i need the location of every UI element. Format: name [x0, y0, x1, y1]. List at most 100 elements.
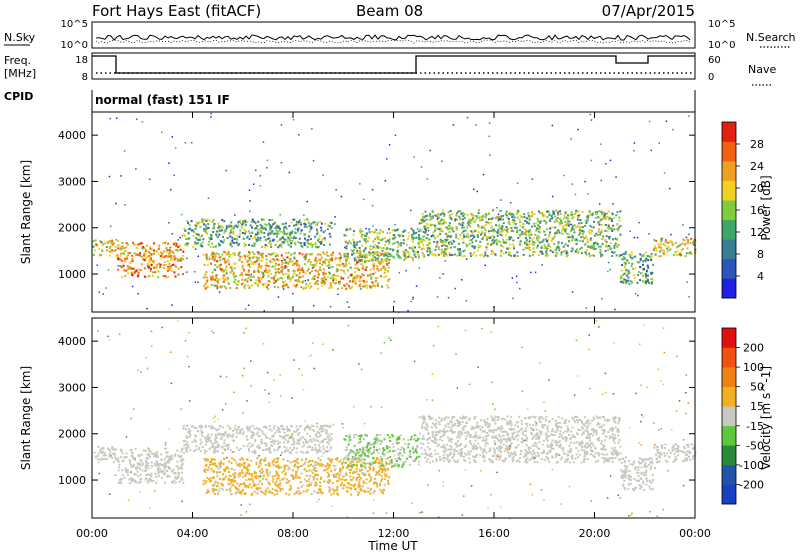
heatmap-cell	[432, 224, 434, 226]
heatmap-cell	[381, 252, 384, 255]
heatmap-cell	[169, 266, 172, 269]
heatmap-cell	[316, 259, 319, 262]
heatmap-cell	[275, 484, 278, 486]
heatmap-cell	[505, 228, 508, 231]
heatmap-cell	[320, 490, 322, 493]
heatmap-cell	[657, 255, 660, 258]
heatmap-cell	[499, 233, 502, 236]
heatmap-cell	[303, 234, 306, 237]
heatmap-cell	[297, 487, 300, 490]
heatmap-cell	[420, 248, 423, 251]
heatmap-cell	[347, 440, 350, 443]
heatmap-cell	[120, 449, 123, 452]
heatmap-cell	[163, 458, 166, 461]
heatmap-cell	[273, 493, 276, 496]
heatmap-cell	[311, 277, 314, 279]
heatmap-cell	[295, 220, 298, 223]
heatmap-cell	[613, 251, 616, 254]
heatmap-cell	[229, 434, 232, 437]
heatmap-cell	[238, 465, 241, 468]
heatmap-cell	[162, 266, 165, 269]
heatmap-cell	[636, 236, 639, 239]
heatmap-cell	[306, 446, 309, 449]
heatmap-cell	[217, 433, 220, 436]
heatmap-cell	[356, 456, 359, 459]
heatmap-cell	[566, 220, 569, 222]
heatmap-cell	[327, 228, 329, 230]
heatmap-cell	[214, 436, 217, 439]
heatmap-cell	[329, 259, 332, 262]
heatmap-cell	[494, 217, 497, 220]
heatmap-cell	[487, 211, 490, 214]
heatmap-cell	[611, 230, 614, 232]
heatmap-cell	[193, 271, 196, 273]
heatmap-cell	[304, 263, 307, 266]
heatmap-cell	[261, 470, 264, 473]
heatmap-cell	[601, 217, 604, 220]
heatmap-cell	[535, 222, 538, 225]
heatmap-cell	[576, 225, 579, 228]
heatmap-cell	[360, 487, 363, 490]
search-noise-trace	[95, 39, 691, 44]
heatmap-cell	[451, 228, 453, 231]
heatmap-cell	[277, 429, 280, 432]
heatmap-cell	[461, 226, 464, 229]
heatmap-cell	[325, 469, 328, 471]
heatmap-cell	[630, 251, 633, 254]
heatmap-cell	[161, 131, 163, 133]
heatmap-cell	[365, 260, 368, 263]
heatmap-cell	[315, 439, 318, 442]
heatmap-cell	[303, 462, 306, 465]
heatmap-cell	[206, 437, 209, 440]
heatmap-cell	[249, 224, 252, 227]
heatmap-cell	[315, 463, 318, 466]
heatmap-cell	[183, 444, 186, 447]
heatmap-cell	[163, 250, 166, 253]
heatmap-cell	[374, 238, 376, 241]
heatmap-cell	[145, 248, 147, 251]
heatmap-cell	[483, 234, 486, 236]
heatmap-cell	[173, 258, 176, 261]
heatmap-cell	[258, 480, 261, 483]
heatmap-cell	[279, 237, 282, 240]
heatmap-cell	[643, 281, 646, 284]
heatmap-cell	[388, 243, 391, 245]
heatmap-cell	[240, 222, 243, 225]
heatmap-cell	[628, 282, 631, 285]
heatmap-cell	[638, 221, 640, 224]
heatmap-cell	[328, 232, 331, 235]
heatmap-cell	[634, 267, 637, 270]
heatmap-cell	[299, 476, 301, 479]
heatmap-cell	[318, 446, 321, 449]
heatmap-cell	[407, 254, 410, 257]
heatmap-cell	[143, 259, 146, 262]
heatmap-cell	[143, 252, 146, 254]
heatmap-cell	[229, 266, 232, 269]
heatmap-cell	[167, 252, 170, 255]
heatmap-cell	[673, 253, 676, 256]
heatmap-cell	[120, 478, 123, 481]
heatmap-cell	[557, 211, 559, 214]
heatmap-cell	[179, 459, 182, 462]
heatmap-cell	[131, 285, 134, 288]
colorbar-swatch	[722, 122, 736, 142]
heatmap-cell	[455, 233, 458, 236]
heatmap-cell	[537, 227, 540, 230]
heatmap-cell	[136, 462, 139, 465]
heatmap-cell	[237, 489, 240, 492]
heatmap-cell	[589, 232, 592, 235]
heatmap-cell	[174, 481, 177, 484]
heatmap-cell	[273, 458, 276, 461]
heatmap-cell	[124, 204, 126, 206]
heatmap-cell	[211, 271, 214, 274]
heatmap-cell	[523, 213, 526, 216]
heatmap-cell	[525, 239, 528, 241]
heatmap-cell	[601, 238, 604, 240]
heatmap-cell	[341, 462, 343, 465]
heatmap-cell	[323, 276, 326, 278]
heatmap-cell	[213, 259, 216, 262]
heatmap-cell	[176, 249, 179, 252]
heatmap-cell	[214, 278, 216, 281]
heatmap-cell	[184, 447, 187, 450]
heatmap-cell	[167, 461, 170, 464]
